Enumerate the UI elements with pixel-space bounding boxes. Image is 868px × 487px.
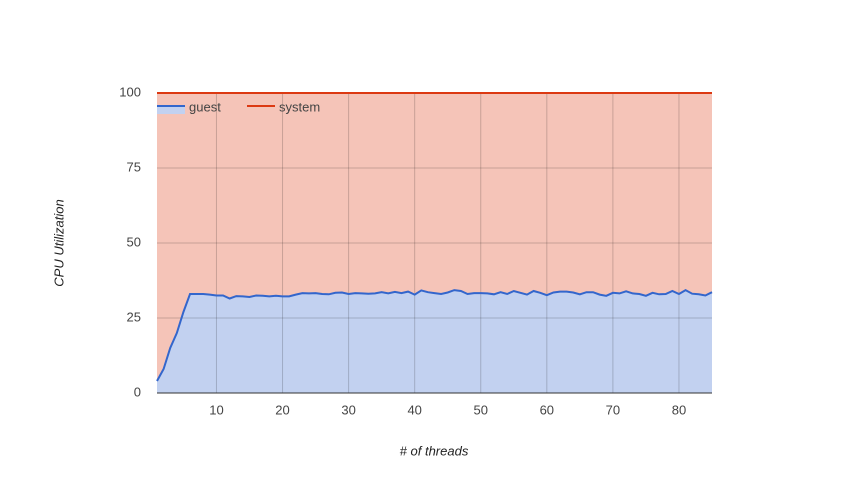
line	[156, 288, 713, 382]
x-axis-title: # of threads	[400, 443, 469, 458]
x-tick-label: 50	[474, 402, 488, 417]
y-axis-title: CPU Utilization	[51, 199, 66, 286]
x-tick-label: 60	[540, 402, 554, 417]
legend-label: system	[279, 99, 320, 114]
legend-swatch	[247, 106, 275, 114]
x-tick-label: 30	[341, 402, 355, 417]
legend-label: guest	[189, 99, 221, 114]
x-tick-label: 40	[407, 402, 421, 417]
area	[157, 290, 712, 393]
y-tick-label: 50	[127, 234, 141, 249]
y-tick-label: 0	[134, 384, 141, 399]
x-tick-label: 20	[275, 402, 289, 417]
y-tick-label: 100	[119, 84, 141, 99]
area	[157, 93, 712, 381]
y-tick-label: 25	[127, 309, 141, 324]
x-tick-label: 70	[606, 402, 620, 417]
x-tick-label: 80	[672, 402, 686, 417]
x-tick-label: 10	[209, 402, 223, 417]
legend-swatch	[157, 106, 185, 114]
y-tick-label: 75	[127, 159, 141, 174]
